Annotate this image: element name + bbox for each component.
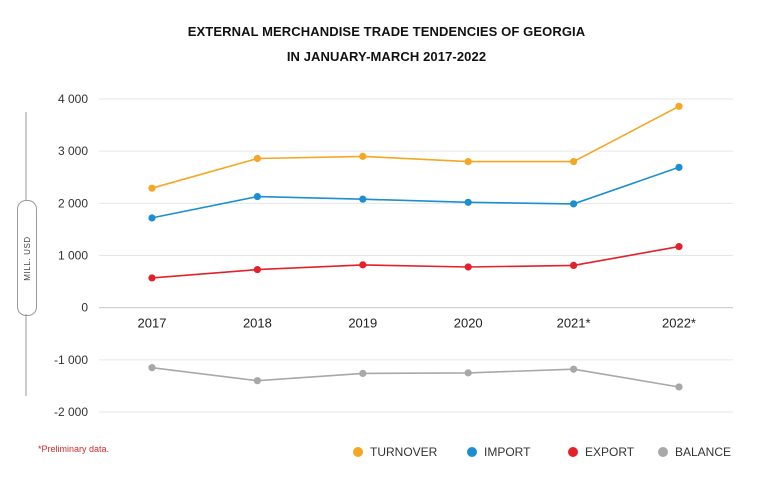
import-line [151, 166, 680, 219]
x-tick-label: 2022* [662, 316, 696, 331]
legend-marker-export [568, 447, 578, 457]
import-point [675, 163, 683, 171]
series-points [148, 102, 683, 391]
legend: TURNOVER IMPORT EXPORT BALANCE [353, 445, 731, 459]
footnote: *Preliminary data. [38, 444, 110, 454]
x-tick-label: 2018 [243, 316, 272, 331]
legend-marker-balance [658, 447, 668, 457]
y-tick-label: 0 [81, 301, 88, 315]
export-point [253, 265, 261, 274]
y-tick-label: -2 000 [54, 405, 88, 419]
balance-point [253, 377, 261, 385]
y-tick-label: 2 000 [58, 196, 88, 210]
legend-label-export: EXPORT [585, 445, 635, 459]
y-tick-label: 1 000 [58, 249, 88, 263]
balance-line [151, 366, 680, 388]
turnover-point [148, 184, 156, 192]
x-tick-label: 2019 [348, 316, 377, 331]
series-lines [151, 105, 680, 388]
x-tick-label: 2021* [557, 316, 591, 331]
y-tick-label: -1 000 [54, 353, 88, 367]
legend-label-balance: BALANCE [675, 445, 731, 459]
tick-labels: 4 000 3 000 2 000 1 000 0 -1 000 -2 000 2017 201… [54, 92, 696, 419]
legend-label-import: IMPORT [484, 445, 531, 459]
turnover-point [464, 158, 472, 166]
import-point [148, 214, 156, 222]
turnover-line [151, 105, 680, 189]
y-tick-label: 4 000 [58, 92, 88, 106]
x-tick-label: 2017 [138, 316, 167, 331]
turnover-point [570, 158, 578, 166]
export-line [151, 245, 680, 279]
chart-title-line-1: EXTERNAL MERCHANDISE TRADE TENDENCIES OF… [187, 24, 586, 39]
chart-title-line-2: IN JANUARY-MARCH 2017-2022 [286, 49, 487, 64]
balance-point [148, 364, 156, 372]
balance-point [359, 369, 367, 377]
y-axis-label-box: MILL. USD [17, 200, 37, 316]
import-point [464, 198, 472, 206]
balance-point [464, 369, 472, 377]
balance-point [570, 365, 578, 373]
export-point [675, 243, 683, 251]
export-point [570, 261, 578, 270]
import-point [570, 200, 578, 208]
balance-point [675, 383, 683, 391]
turnover-point [253, 154, 261, 163]
turnover-point [359, 152, 367, 160]
import-point [359, 195, 367, 203]
import-point [253, 192, 261, 201]
x-tick-label: 2020 [454, 316, 483, 331]
y-tick-label: 3 000 [58, 144, 88, 158]
legend-marker-import [467, 447, 477, 457]
legend-label-turnover: TURNOVER [370, 445, 438, 459]
legend-marker-turnover [353, 447, 363, 457]
turnover-point [675, 102, 683, 110]
export-point [464, 263, 472, 271]
export-point [148, 274, 156, 282]
grid-layer [99, 98, 733, 413]
export-point [359, 261, 367, 269]
